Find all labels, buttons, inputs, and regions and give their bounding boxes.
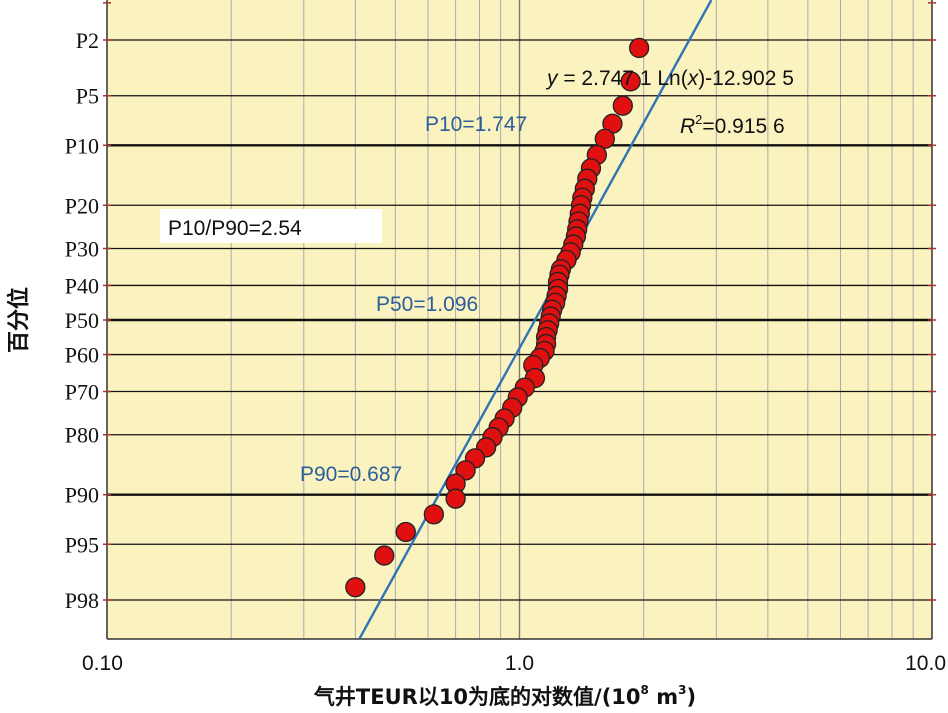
data-point [423,504,445,525]
y-tick-label: P2 [76,28,99,53]
x-axis-label-sup2: 3 [678,683,686,697]
y-tick-label: P10 [65,133,99,158]
equation-x: x [687,67,700,90]
fit-line-group [358,0,713,640]
x-axis-label-main: 气井TEUR以10为底的对数值/(10 [313,685,641,709]
ratio-label: P10/P90=2.54 [168,217,302,240]
fit-line [358,0,713,640]
data-point [374,545,395,566]
y-axis-label: 百分位 [6,287,32,353]
equation-tail: )-12.902 5 [698,67,794,90]
fit-equation: y = 2.747 1 Ln(x)-12.902 5 [545,67,794,90]
p50-label: P50=1.096 [376,293,478,316]
data-point [445,488,466,509]
r-squared: R2=0.915 6 [680,112,785,138]
r-squared-r: R [680,115,695,138]
data-point [594,128,615,150]
x-tick-labels: 0.10 1.0 10.0 [82,652,946,675]
y-tick-label: P40 [65,273,99,298]
y-tick-label: P70 [65,379,99,404]
equation-y: y [545,67,559,90]
y-tick-label: P5 [76,84,99,109]
x-axis-label-end: ) [686,685,696,709]
data-point [395,521,416,543]
x-axis-label-sup1: 8 [641,683,649,697]
x-tick-label: 10.0 [905,652,946,675]
horizontal-gridlines [107,39,932,601]
y-tick-label: P50 [65,308,99,333]
y-tick-labels: P2 P5 P10 P20 P30 P40 P50 P60 P70 P80 P90 P95 P98 [65,28,99,613]
x-axis-label-mid: m [649,685,678,709]
data-point [345,577,366,598]
p90-label: P90=0.687 [300,463,402,486]
y-tick-label: P20 [65,193,99,218]
data-point [620,71,641,92]
y-tick-label: P60 [65,343,99,368]
p10-label: P10=1.747 [425,113,527,136]
data-point [628,37,650,59]
ratio-label-box [160,209,382,243]
y-tick-label: P30 [65,237,99,262]
y-tick-label: P80 [65,423,99,448]
x-tick-label: 0.10 [82,652,123,675]
y-tick-label: P90 [65,483,99,508]
x-axis-label: 气井TEUR以10为底的对数值/(108 m3) [313,683,696,709]
x-tick-label: 1.0 [505,652,534,675]
equation-body: = 2.747 1 Ln( [558,67,688,90]
axis-ticks [103,2,936,601]
r-squared-sup: 2 [695,112,702,127]
y-tick-label: P95 [65,532,99,557]
data-point [612,95,633,116]
r-squared-value: =0.915 6 [702,115,784,138]
y-tick-label: P98 [65,588,99,613]
data-points [345,37,650,598]
